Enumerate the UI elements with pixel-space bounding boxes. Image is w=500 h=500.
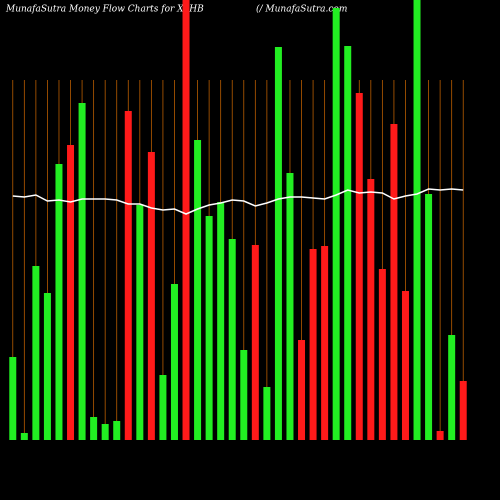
bar: [355, 93, 363, 440]
bar: [344, 46, 352, 440]
bar: [113, 421, 121, 440]
bar: [401, 291, 409, 440]
bar: [90, 417, 98, 440]
bar: [367, 179, 375, 440]
chart-title: MunafaSutra Money Flow Charts for X4HB: [5, 5, 204, 15]
bar: [459, 381, 467, 440]
bar: [390, 124, 398, 440]
bar: [159, 375, 167, 440]
bar: [170, 284, 178, 440]
bar: [136, 205, 144, 440]
bar: [286, 173, 294, 440]
money-flow-line: [12, 188, 464, 215]
bar: [43, 293, 51, 440]
bar: [182, 0, 190, 440]
bar: [378, 269, 386, 440]
bar: [436, 431, 444, 440]
bar: [78, 103, 86, 440]
bar: [240, 350, 248, 440]
bar: [101, 424, 109, 440]
bar: [194, 140, 202, 440]
bar: [309, 249, 317, 440]
chart-subtitle: (/ MunafaSutra.com: [256, 4, 347, 15]
bar: [332, 8, 340, 440]
bar: [55, 164, 63, 440]
bar: [448, 335, 456, 440]
bar: [263, 387, 271, 440]
bar: [298, 340, 306, 440]
bar: [67, 145, 75, 440]
bar: [217, 202, 225, 440]
bar: [413, 0, 421, 440]
bar: [425, 194, 433, 440]
bar: [228, 239, 236, 440]
bar: [321, 246, 329, 440]
bar: [9, 357, 17, 440]
bar: [251, 245, 259, 440]
bar: [32, 266, 40, 440]
bar: [20, 433, 28, 440]
bar: [205, 216, 213, 440]
bar: [147, 152, 155, 440]
bar: [124, 111, 132, 440]
bar: [274, 47, 282, 440]
